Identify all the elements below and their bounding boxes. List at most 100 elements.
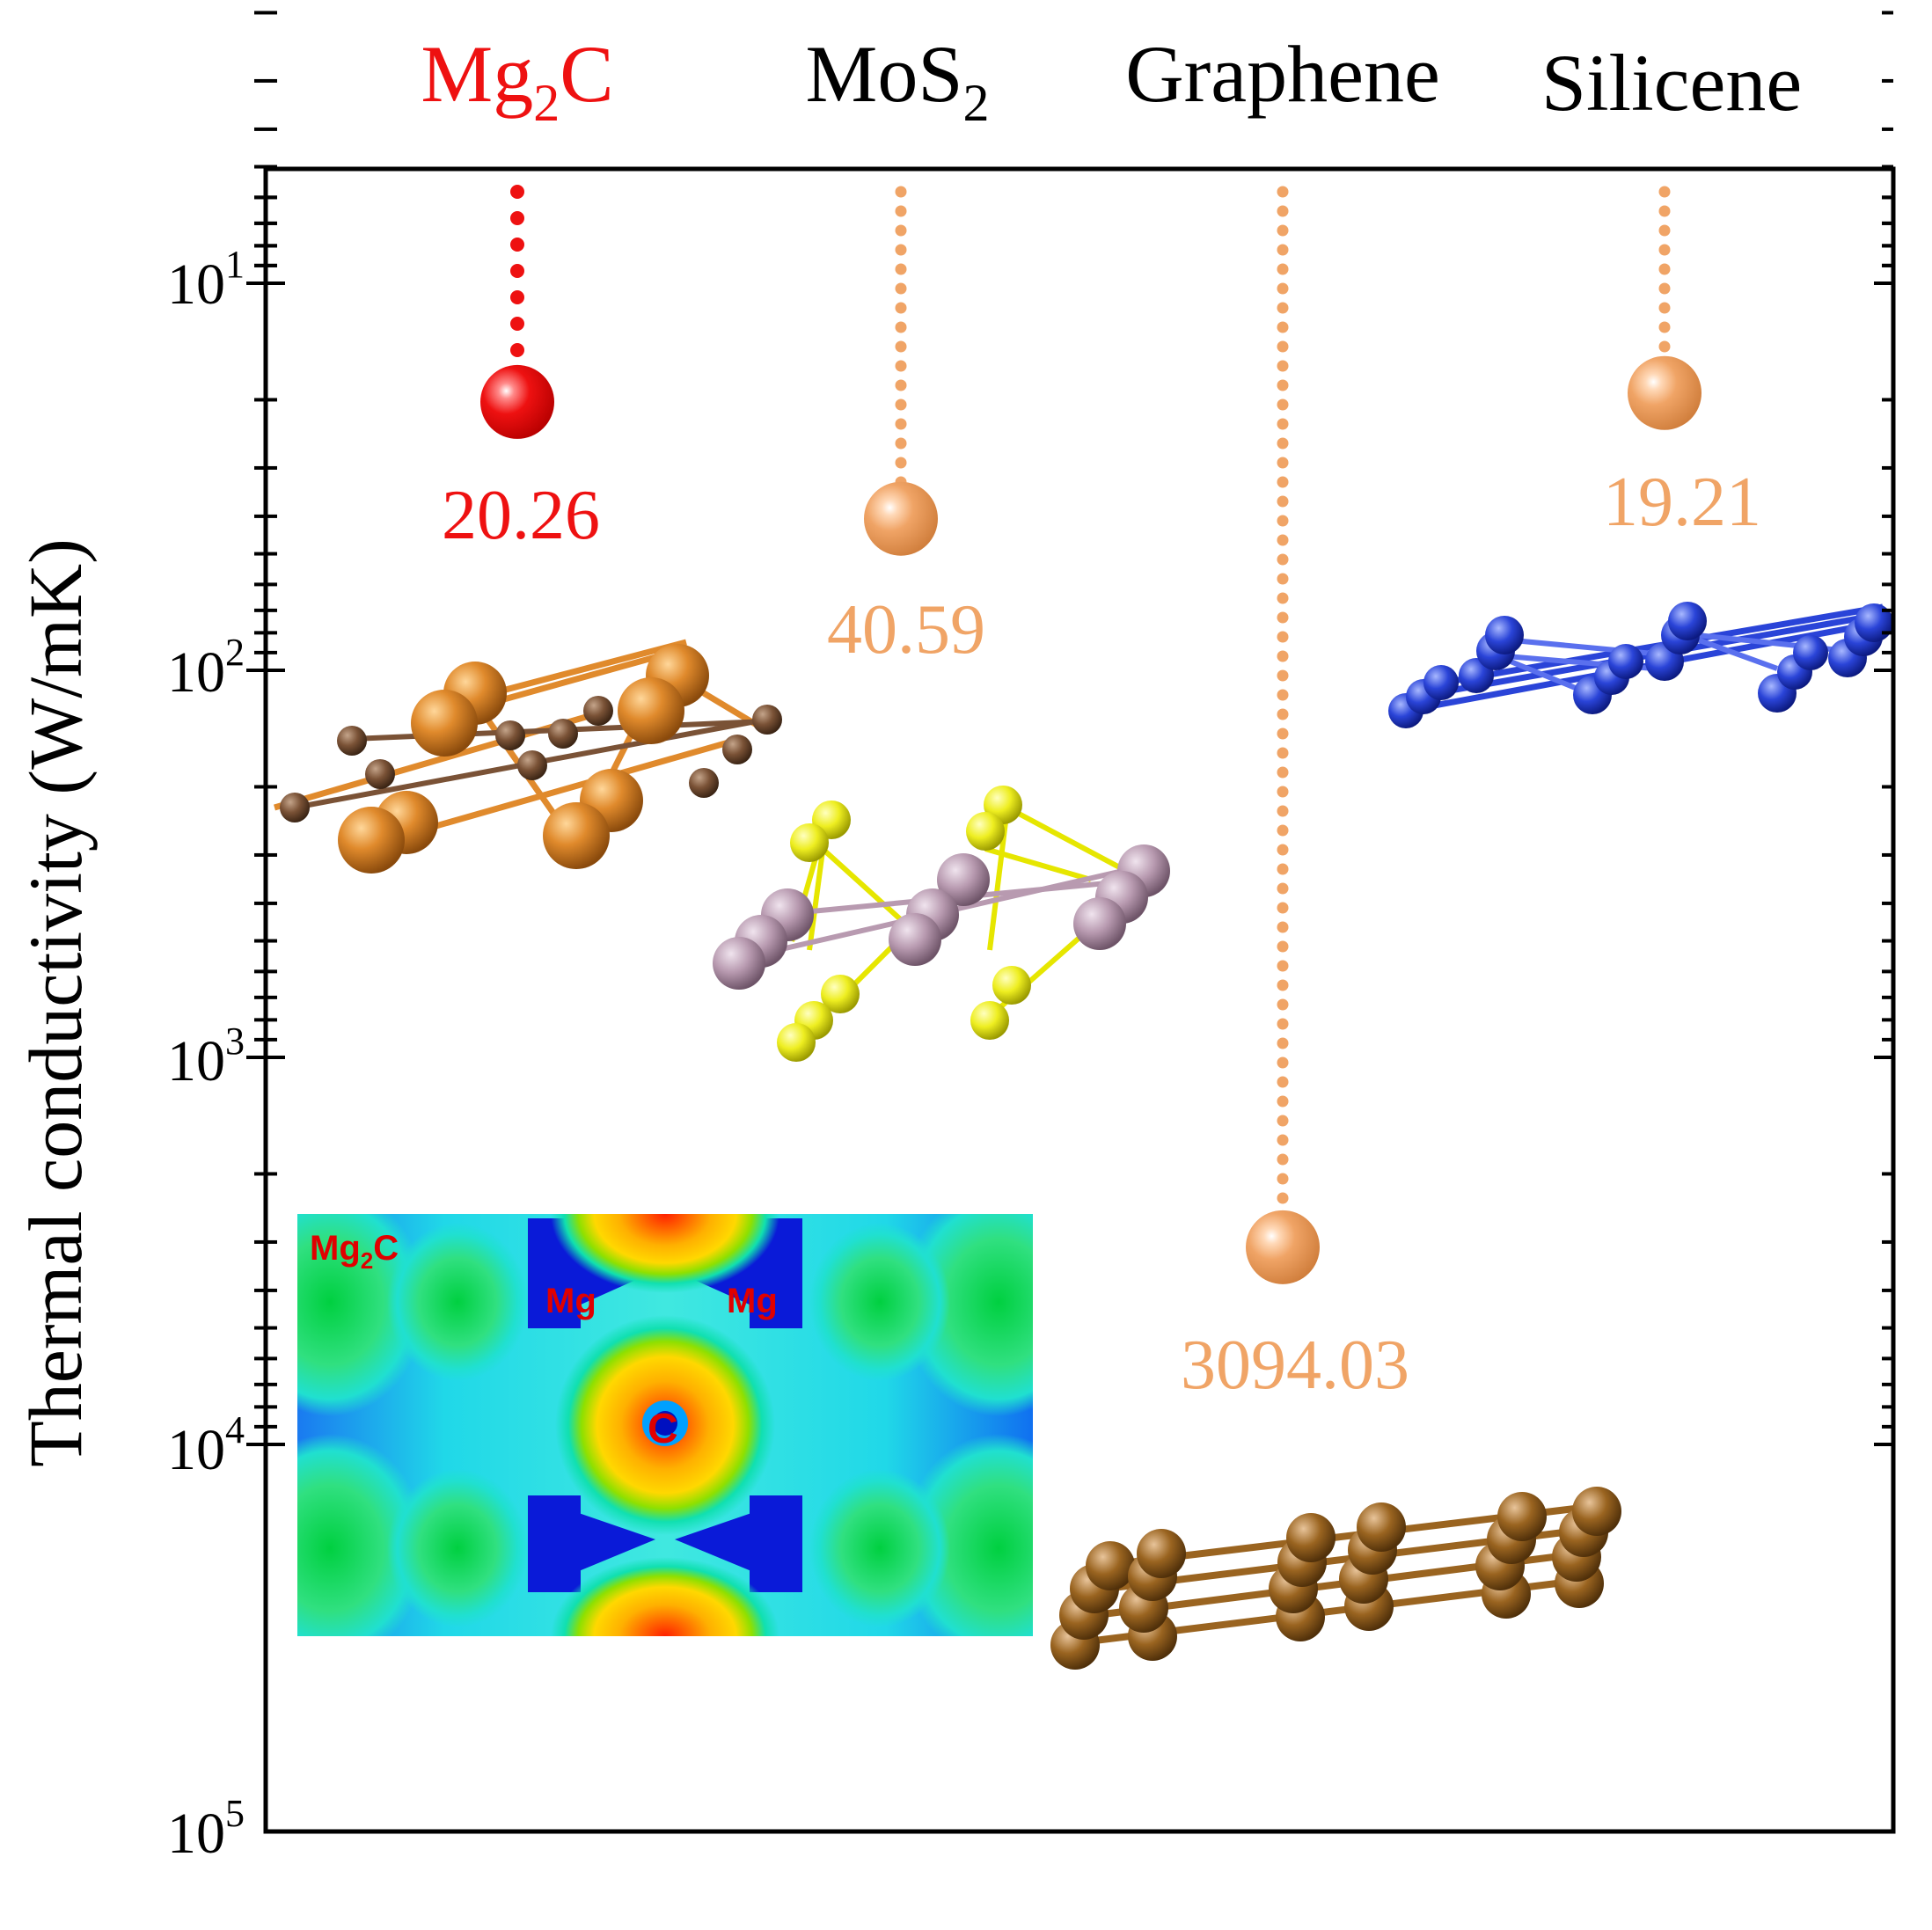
title-mg2c: Mg2C (421, 29, 613, 132)
title-graphene: Graphene (1125, 29, 1440, 119)
value-label-mos2: 40.59 (827, 591, 985, 669)
stem-dot-graphene (1277, 1153, 1289, 1166)
stem-dot-graphene (1277, 340, 1289, 353)
stem-dot-graphene (1277, 611, 1289, 624)
data-marks (480, 185, 1701, 1284)
y-tick-label-1: 101 (167, 243, 245, 317)
mg2c-structure-illustration (274, 639, 782, 874)
stem-dot-mos2 (895, 263, 907, 275)
stem-dot-graphene (1277, 863, 1289, 875)
stem-dot-mos2 (895, 302, 907, 314)
stem-dot-graphene (1277, 940, 1289, 953)
stem-dot-graphene (1277, 902, 1289, 914)
stem-dot-graphene (1277, 727, 1289, 740)
stem-dot-graphene (1277, 1192, 1289, 1204)
y-axis-label: Thermal conductivity (W/mK) (13, 538, 98, 1467)
mg2c-elf-inset: Mg2C Mg Mg C (297, 1214, 1033, 1636)
y-tick-label-5: 105 (167, 1792, 245, 1866)
stem-dot-graphene (1277, 1018, 1289, 1030)
stem-dot-mg2c (510, 343, 524, 357)
inset-title: Mg2C (310, 1229, 399, 1274)
stem-dot-silicene (1658, 224, 1671, 237)
y-tick-label-4: 104 (167, 1408, 245, 1482)
graphene-structure-illustration (1050, 1487, 1621, 1670)
stem-dot-mos2 (895, 437, 907, 450)
title-mos2: MoS2 (806, 29, 990, 132)
stem-dot-graphene (1277, 302, 1289, 314)
data-point-silicene (1628, 355, 1701, 430)
stem-dot-graphene (1277, 244, 1289, 256)
stem-dot-graphene (1277, 979, 1289, 991)
stem-dot-mos2 (895, 379, 907, 391)
y-tick-label-3: 103 (167, 1020, 245, 1093)
stem-dot-graphene (1277, 747, 1289, 759)
stem-dot-graphene (1277, 844, 1289, 856)
mos2-structure-illustration (713, 786, 1170, 1062)
stem-dot-silicene (1658, 244, 1671, 256)
stem-dot-silicene (1658, 321, 1671, 333)
stem-dot-mos2 (895, 224, 907, 237)
stem-dot-graphene (1277, 186, 1289, 198)
stem-dot-mg2c (510, 317, 524, 331)
stem-dot-mg2c (510, 185, 524, 199)
silicene-structure-illustration (1388, 602, 1893, 728)
stem-dot-mos2 (895, 186, 907, 198)
stem-dot-mos2 (895, 205, 907, 217)
inset-atom-label-mg-left: Mg (545, 1282, 596, 1320)
stem-dot-graphene (1277, 960, 1289, 972)
title-silicene: Silicene (1541, 38, 1802, 128)
stem-dot-graphene (1277, 263, 1289, 275)
value-label-mg2c: 20.26 (442, 477, 600, 554)
plot-frame (263, 166, 1896, 1834)
inset-atom-label-mg-right: Mg (727, 1282, 778, 1320)
stem-dot-mos2 (895, 340, 907, 353)
stem-dot-mos2 (895, 457, 907, 469)
data-point-graphene (1246, 1210, 1320, 1284)
stem-dot-graphene (1277, 766, 1289, 779)
y-axis-tick-labels: 101 102 103 104 105 (167, 243, 245, 1866)
stem-dot-graphene (1277, 1056, 1289, 1069)
stem-dot-graphene (1277, 805, 1289, 817)
stem-dot-graphene (1277, 669, 1289, 682)
y-axis-ticks (246, 11, 1893, 1446)
value-label-silicene: 19.21 (1603, 464, 1761, 541)
stem-dot-silicene (1658, 186, 1671, 198)
stem-dot-graphene (1277, 1134, 1289, 1146)
stem-dot-graphene (1277, 631, 1289, 643)
stem-dot-mg2c (510, 264, 524, 278)
stem-dot-mos2 (895, 321, 907, 333)
stem-dot-graphene (1277, 534, 1289, 546)
stem-dot-graphene (1277, 1115, 1289, 1127)
stem-dot-mos2 (895, 360, 907, 372)
stem-dot-graphene (1277, 282, 1289, 295)
y-tick-label-2: 102 (167, 631, 245, 705)
stem-dot-graphene (1277, 457, 1289, 469)
inset-atom-label-c: C (648, 1406, 678, 1452)
stem-dot-mg2c (510, 211, 524, 225)
stem-dot-graphene (1277, 321, 1289, 333)
stem-dot-graphene (1277, 205, 1289, 217)
stem-dot-mos2 (895, 282, 907, 295)
stem-dot-mos2 (895, 398, 907, 411)
stem-dot-graphene (1277, 360, 1289, 372)
value-label-graphene: 3094.03 (1181, 1327, 1409, 1404)
stem-dot-mg2c (510, 290, 524, 304)
stem-dot-silicene (1658, 340, 1671, 353)
stem-dot-graphene (1277, 476, 1289, 488)
stem-dot-graphene (1277, 592, 1289, 604)
data-point-mos2 (864, 481, 938, 556)
stem-dot-silicene (1658, 282, 1671, 295)
stem-dot-graphene (1277, 515, 1289, 527)
stem-dot-graphene (1277, 553, 1289, 566)
stem-dot-graphene (1277, 1076, 1289, 1088)
stem-dot-mos2 (895, 244, 907, 256)
stem-dot-graphene (1277, 495, 1289, 508)
stem-dot-graphene (1277, 437, 1289, 450)
stem-dot-graphene (1277, 418, 1289, 430)
stem-dot-graphene (1277, 573, 1289, 585)
stem-dot-mos2 (895, 418, 907, 430)
stem-dot-graphene (1277, 882, 1289, 895)
stem-dot-graphene (1277, 1037, 1289, 1049)
stem-dot-graphene (1277, 379, 1289, 391)
